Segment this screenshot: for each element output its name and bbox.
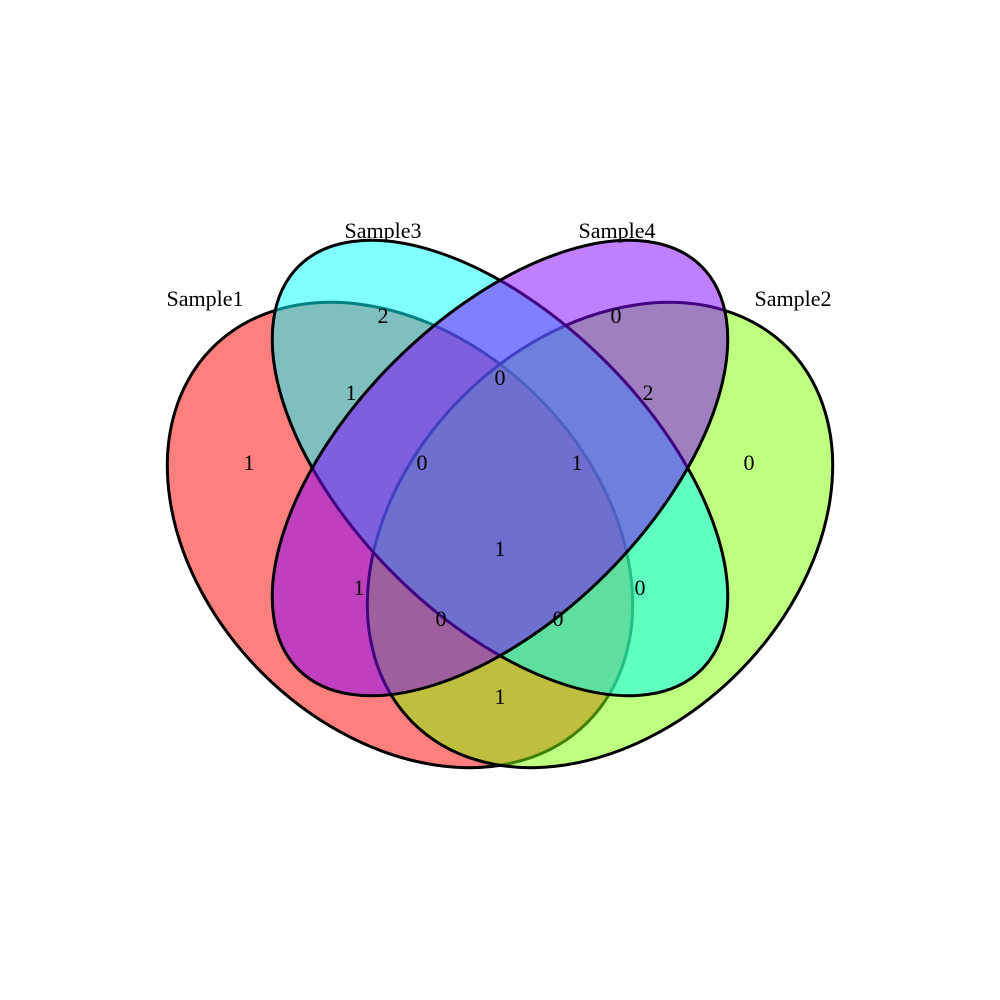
region-count-sample1-sample4: 1 <box>354 575 365 600</box>
region-counts: 1 0 2 0 1 0 2 0 1 1 1 0 0 0 1 <box>244 303 755 709</box>
set-label-sample1: Sample1 <box>167 286 244 311</box>
region-count-sample1-sample2: 1 <box>495 684 506 709</box>
region-count-sample1-sample3: 1 <box>346 380 357 405</box>
region-count-sample3-only: 2 <box>378 303 389 328</box>
region-count-sample1-only: 1 <box>244 450 255 475</box>
region-count-sample1-sample2-sample3: 0 <box>553 606 564 631</box>
region-count-sample4-only: 0 <box>611 303 622 328</box>
region-count-sample1-sample2-sample4: 0 <box>436 606 447 631</box>
set-label-sample3: Sample3 <box>345 218 422 243</box>
venn-sets <box>165 238 835 770</box>
region-count-sample3-sample4: 0 <box>495 365 506 390</box>
set-label-sample2: Sample2 <box>755 286 832 311</box>
set-sample4-ellipse <box>270 238 730 698</box>
set-labels: Sample1 Sample2 Sample3 Sample4 <box>167 218 832 311</box>
region-count-sample1-sample3-sample4: 0 <box>417 450 428 475</box>
region-count-sample2-sample4: 2 <box>643 380 654 405</box>
region-count-sample2-sample3: 0 <box>635 575 646 600</box>
region-count-sample2-only: 0 <box>744 450 755 475</box>
region-count-all-four: 1 <box>495 536 506 561</box>
set-label-sample4: Sample4 <box>579 218 656 243</box>
region-count-sample2-sample3-sample4: 1 <box>572 450 583 475</box>
